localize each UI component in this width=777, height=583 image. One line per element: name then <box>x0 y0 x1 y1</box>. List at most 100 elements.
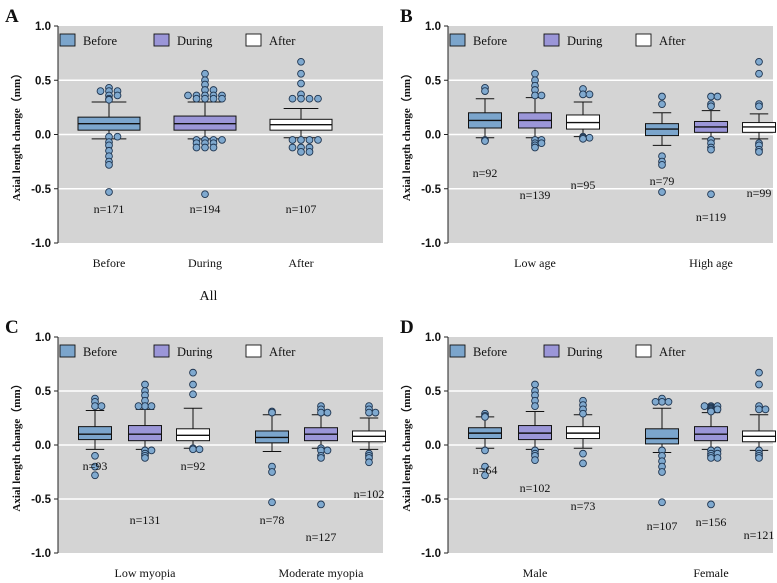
outlier-point <box>755 148 763 156</box>
box-before: n=107 <box>645 394 679 533</box>
sample-size-label: n=131 <box>130 513 161 527</box>
outlier-point <box>323 408 332 417</box>
outlier-point <box>317 500 325 509</box>
outlier-point <box>658 397 666 406</box>
x-tick-label: After <box>288 256 313 270</box>
sample-size-label: n=107 <box>647 519 678 533</box>
box-during: n=131 <box>128 380 162 527</box>
box-after: n=92 <box>176 368 210 473</box>
outlier-point <box>189 445 197 454</box>
legend-label: Before <box>473 345 507 359</box>
legend-swatch <box>153 33 170 47</box>
outlier-point <box>288 136 297 144</box>
outlier-point <box>579 134 587 143</box>
legend-item-during: During <box>543 33 603 48</box>
legend-swatch <box>153 344 170 358</box>
outlier-point <box>365 408 373 417</box>
y-axis-label: Axial length change（mm） <box>400 68 413 201</box>
sample-size-label: n=92 <box>473 166 498 180</box>
outlier-point <box>658 92 666 101</box>
outlier-point <box>189 368 197 377</box>
box-after: n=95 <box>566 85 600 192</box>
sample-size-label: n=121 <box>744 528 775 542</box>
sample-size-label: n=78 <box>260 513 285 527</box>
sample-size-label: n=171 <box>94 202 125 216</box>
outlier-point <box>134 402 143 410</box>
legend-swatch <box>543 344 560 358</box>
sample-size-label: n=93 <box>83 459 108 473</box>
box-before: n=93 <box>78 394 112 480</box>
legend-swatch <box>59 33 76 47</box>
outlier-point <box>297 94 305 103</box>
sample-size-label: n=95 <box>571 178 596 192</box>
legend-label: During <box>567 345 603 359</box>
outlier-point <box>141 454 149 462</box>
outlier-point <box>664 397 673 406</box>
legend-label: During <box>177 34 213 48</box>
outlier-point <box>91 471 99 480</box>
x-tick-label: Low age <box>514 256 556 270</box>
y-tick-label: -0.5 <box>31 184 51 196</box>
y-tick-label: 0.0 <box>425 440 441 452</box>
box-after: n=99 <box>742 57 776 200</box>
outlier-point <box>531 380 539 389</box>
outlier-point <box>531 143 539 152</box>
outlier-point <box>305 136 314 144</box>
outlier-point <box>268 498 276 507</box>
outlier-point <box>481 413 489 421</box>
box-body <box>645 428 679 445</box>
panel-letter: C <box>5 317 19 338</box>
outlier-point <box>201 143 209 152</box>
x-tick-label: Low myopia <box>115 566 177 580</box>
legend-item-during: During <box>543 344 603 359</box>
outlier-point <box>481 87 489 95</box>
box-during: n=139 <box>518 69 552 202</box>
panel-letter: B <box>400 6 413 27</box>
outlier-point <box>105 188 113 196</box>
outlier-point <box>531 402 539 410</box>
outlier-point <box>189 390 197 399</box>
outlier-point <box>755 57 763 66</box>
outlier-point <box>192 94 201 103</box>
x-tick-label: During <box>188 256 222 270</box>
y-tick-label: 0.0 <box>35 130 51 142</box>
outlier-point <box>105 161 113 169</box>
outlier-point <box>481 462 489 471</box>
legend-swatch <box>245 33 262 47</box>
outlier-point <box>707 500 715 509</box>
y-tick-label: 0.5 <box>35 75 52 87</box>
outlier-point <box>268 408 276 417</box>
box-during: n=156 <box>694 402 728 529</box>
legend-label: Before <box>473 34 507 48</box>
legend-swatch <box>449 33 466 47</box>
outlier-point <box>218 136 226 144</box>
outlier-point <box>147 446 156 455</box>
legend-label: Before <box>83 34 117 48</box>
outlier-point <box>201 69 209 78</box>
box-after: n=107 <box>269 57 333 216</box>
y-tick-label: 0.5 <box>425 386 442 398</box>
outlier-point <box>365 458 373 467</box>
outlier-point <box>201 190 209 199</box>
y-tick-label: -1.0 <box>421 548 441 560</box>
outlier-point <box>323 446 332 455</box>
sample-size-label: n=194 <box>190 202 221 216</box>
legend-item-before: Before <box>59 33 117 48</box>
outlier-point <box>288 143 297 152</box>
outlier-point <box>531 456 539 464</box>
box-before: n=92 <box>468 83 502 180</box>
outlier-point <box>209 94 218 103</box>
outlier-point <box>755 69 763 78</box>
sample-size-label: n=79 <box>650 174 675 188</box>
sample-size-label: n=156 <box>696 515 727 529</box>
outlier-point <box>585 133 594 142</box>
outlier-point <box>707 102 715 111</box>
outlier-point <box>707 145 715 154</box>
outlier-point <box>481 471 489 480</box>
x-tick-label: Moderate myopia <box>279 566 365 580</box>
sample-size-label: n=73 <box>571 499 596 513</box>
box-during: n=119 <box>694 92 728 224</box>
y-axis-label: Axial length change（mm） <box>10 68 23 201</box>
sample-size-label: n=92 <box>181 459 206 473</box>
outlier-point <box>579 90 587 99</box>
